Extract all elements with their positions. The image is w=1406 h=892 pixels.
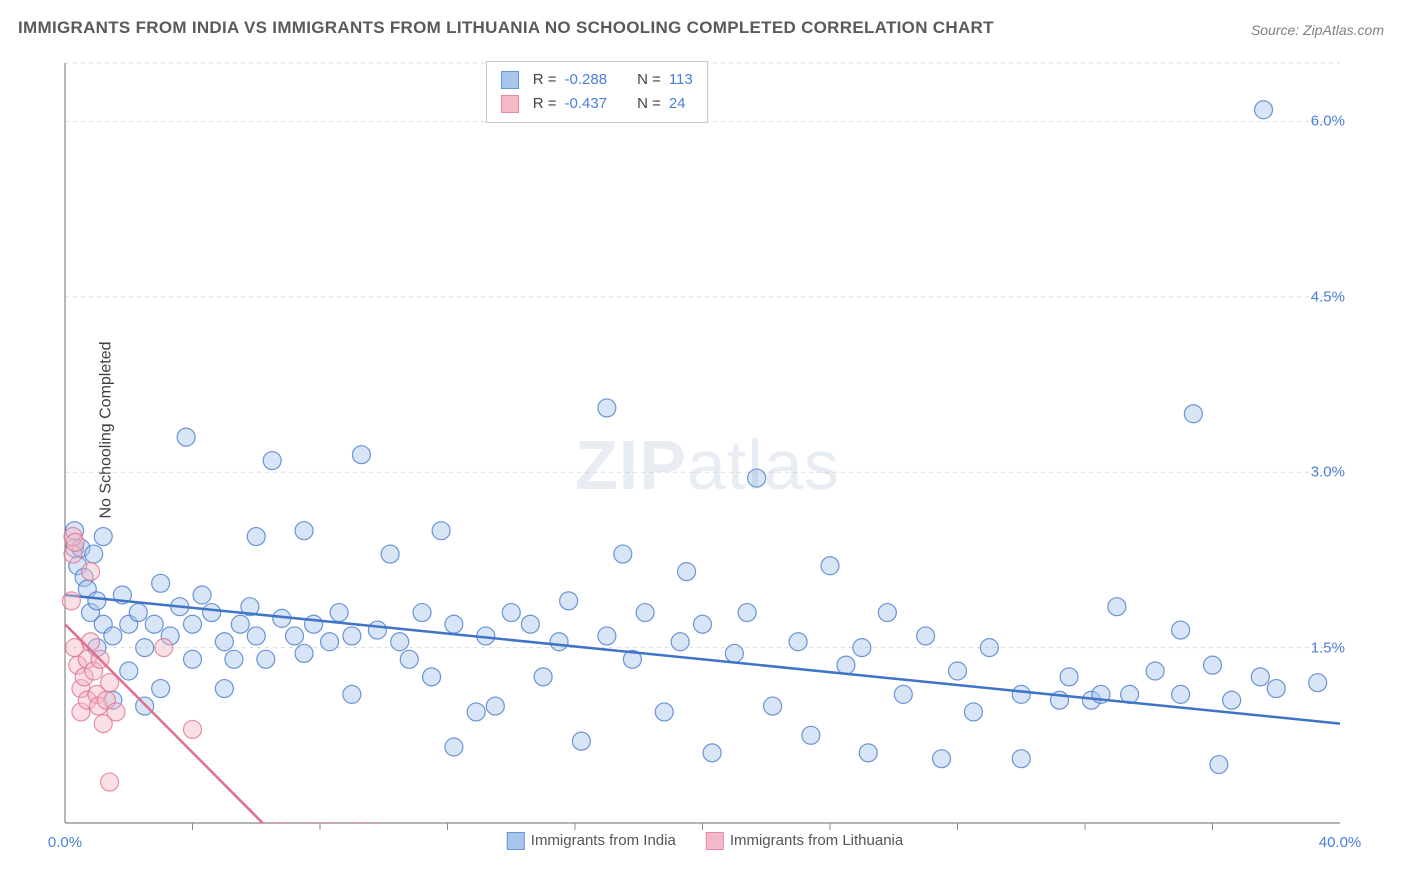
r-label: R =	[533, 92, 557, 116]
ytick-label: 6.0%	[1311, 113, 1345, 130]
ytick-label: 4.5%	[1311, 288, 1345, 305]
series-legend-label: Immigrants from Lithuania	[730, 832, 903, 849]
ytick-label: 3.0%	[1311, 464, 1345, 481]
chart-title: IMMIGRANTS FROM INDIA VS IMMIGRANTS FROM…	[18, 18, 994, 38]
ytick-label: 1.5%	[1311, 639, 1345, 656]
chart-area: ZIPatlas R = -0.288N = 113R = -0.437N = …	[55, 55, 1355, 855]
n-label: N =	[637, 92, 661, 116]
series-legend: Immigrants from India Immigrants from Lit…	[507, 832, 903, 850]
legend-swatch	[501, 71, 519, 89]
correlation-legend: R = -0.288 N = 113 R = -0.437 N = 24	[486, 61, 708, 123]
r-label: R =	[533, 68, 557, 92]
correlation-legend-row: R = -0.437 N = 24	[501, 92, 693, 116]
n-value: 24	[669, 92, 686, 116]
r-value: -0.437	[565, 92, 608, 116]
legend-swatch	[501, 95, 519, 113]
chart-svg	[55, 55, 1355, 855]
n-value: 113	[669, 68, 693, 92]
series-legend-item: Immigrants from Lithuania	[706, 832, 903, 850]
r-value: -0.288	[565, 68, 608, 92]
series-legend-item: Immigrants from India	[507, 832, 676, 850]
n-label: N =	[637, 68, 661, 92]
legend-swatch	[706, 832, 724, 850]
series-legend-label: Immigrants from India	[531, 832, 676, 849]
xtick-label: 40.0%	[1319, 834, 1362, 851]
correlation-legend-row: R = -0.288 N = 113	[501, 68, 693, 92]
source-attribution: Source: ZipAtlas.com	[1251, 22, 1384, 38]
xtick-label: 0.0%	[48, 834, 82, 851]
legend-swatch	[507, 832, 525, 850]
